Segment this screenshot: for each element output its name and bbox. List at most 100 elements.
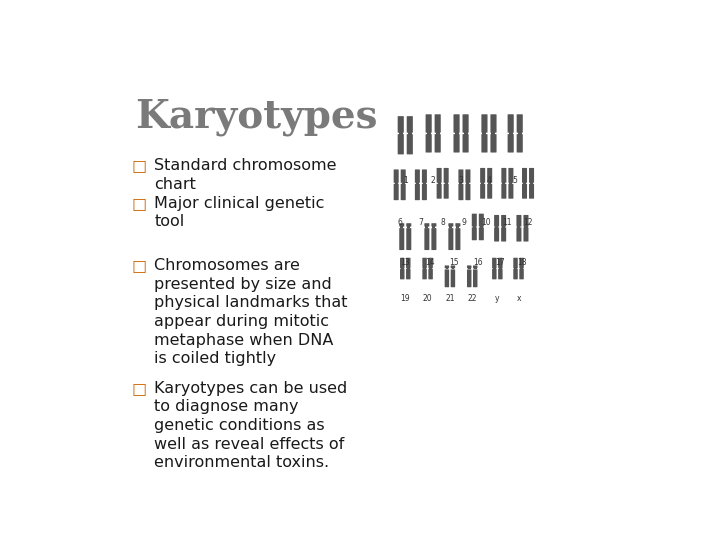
Bar bbox=[481, 183, 485, 184]
FancyBboxPatch shape bbox=[426, 134, 432, 152]
FancyBboxPatch shape bbox=[501, 227, 506, 241]
Bar bbox=[459, 183, 462, 184]
Bar bbox=[524, 226, 528, 228]
FancyBboxPatch shape bbox=[454, 134, 459, 152]
Text: 21: 21 bbox=[445, 294, 454, 303]
FancyBboxPatch shape bbox=[406, 258, 410, 268]
Bar bbox=[468, 268, 471, 269]
Bar bbox=[426, 226, 428, 228]
FancyBboxPatch shape bbox=[516, 215, 521, 227]
Text: Major clinical genetic
tool: Major clinical genetic tool bbox=[154, 196, 325, 229]
FancyBboxPatch shape bbox=[459, 184, 464, 200]
Bar bbox=[423, 183, 426, 184]
FancyBboxPatch shape bbox=[472, 227, 477, 240]
FancyBboxPatch shape bbox=[406, 223, 411, 227]
FancyBboxPatch shape bbox=[462, 114, 469, 133]
Bar bbox=[503, 183, 505, 184]
FancyBboxPatch shape bbox=[436, 184, 441, 199]
FancyBboxPatch shape bbox=[513, 269, 518, 279]
FancyBboxPatch shape bbox=[519, 269, 523, 279]
FancyBboxPatch shape bbox=[400, 223, 404, 227]
Text: □: □ bbox=[132, 196, 147, 211]
FancyBboxPatch shape bbox=[455, 223, 460, 227]
FancyBboxPatch shape bbox=[400, 228, 404, 250]
FancyBboxPatch shape bbox=[508, 168, 513, 183]
FancyBboxPatch shape bbox=[523, 227, 528, 241]
Bar bbox=[456, 226, 459, 228]
Bar bbox=[514, 268, 517, 269]
Bar bbox=[523, 183, 526, 184]
FancyBboxPatch shape bbox=[423, 258, 427, 268]
Bar bbox=[399, 132, 402, 134]
FancyBboxPatch shape bbox=[501, 215, 506, 227]
Text: 1: 1 bbox=[403, 176, 408, 185]
FancyBboxPatch shape bbox=[394, 184, 399, 200]
FancyBboxPatch shape bbox=[397, 116, 404, 133]
Text: 2: 2 bbox=[431, 176, 436, 185]
Text: 12: 12 bbox=[523, 218, 533, 227]
FancyBboxPatch shape bbox=[473, 266, 477, 268]
Text: 20: 20 bbox=[423, 294, 433, 303]
FancyBboxPatch shape bbox=[480, 184, 485, 199]
FancyBboxPatch shape bbox=[406, 269, 410, 279]
Bar bbox=[480, 226, 483, 228]
Bar bbox=[427, 132, 431, 134]
FancyBboxPatch shape bbox=[508, 134, 514, 152]
FancyBboxPatch shape bbox=[465, 184, 470, 200]
FancyBboxPatch shape bbox=[490, 134, 497, 152]
Text: y: y bbox=[495, 294, 500, 303]
Bar bbox=[436, 132, 440, 134]
FancyBboxPatch shape bbox=[401, 184, 405, 200]
FancyBboxPatch shape bbox=[428, 258, 433, 268]
Text: □: □ bbox=[132, 258, 147, 273]
FancyBboxPatch shape bbox=[501, 168, 506, 183]
FancyBboxPatch shape bbox=[522, 184, 527, 199]
FancyBboxPatch shape bbox=[431, 228, 436, 250]
FancyBboxPatch shape bbox=[79, 57, 660, 489]
Text: Karyotypes: Karyotypes bbox=[135, 98, 377, 136]
FancyBboxPatch shape bbox=[465, 170, 470, 183]
FancyBboxPatch shape bbox=[462, 134, 469, 152]
FancyBboxPatch shape bbox=[487, 168, 492, 183]
Bar bbox=[449, 226, 452, 228]
FancyBboxPatch shape bbox=[415, 184, 420, 200]
Text: 3: 3 bbox=[459, 176, 464, 185]
Bar bbox=[518, 226, 521, 228]
Bar bbox=[509, 183, 513, 184]
FancyBboxPatch shape bbox=[459, 170, 464, 183]
Text: 15: 15 bbox=[449, 258, 459, 267]
FancyBboxPatch shape bbox=[498, 269, 503, 279]
FancyBboxPatch shape bbox=[519, 258, 523, 268]
Bar bbox=[401, 268, 404, 269]
FancyBboxPatch shape bbox=[400, 269, 405, 279]
Bar bbox=[464, 132, 467, 134]
Text: 10: 10 bbox=[482, 218, 491, 227]
FancyBboxPatch shape bbox=[444, 184, 449, 199]
FancyBboxPatch shape bbox=[445, 269, 449, 287]
FancyBboxPatch shape bbox=[498, 258, 503, 268]
FancyBboxPatch shape bbox=[472, 214, 477, 227]
Text: □: □ bbox=[132, 158, 147, 173]
FancyBboxPatch shape bbox=[487, 184, 492, 199]
FancyBboxPatch shape bbox=[455, 228, 460, 250]
Text: 16: 16 bbox=[473, 258, 482, 267]
FancyBboxPatch shape bbox=[467, 266, 472, 268]
Bar bbox=[521, 268, 523, 269]
FancyBboxPatch shape bbox=[479, 227, 484, 240]
FancyBboxPatch shape bbox=[431, 223, 436, 227]
Text: 6: 6 bbox=[397, 218, 402, 227]
Bar bbox=[423, 268, 426, 269]
FancyBboxPatch shape bbox=[435, 134, 441, 152]
FancyBboxPatch shape bbox=[501, 184, 506, 199]
FancyBboxPatch shape bbox=[529, 168, 534, 183]
FancyBboxPatch shape bbox=[479, 214, 484, 227]
FancyBboxPatch shape bbox=[490, 114, 497, 133]
FancyBboxPatch shape bbox=[508, 114, 514, 133]
Text: x: x bbox=[516, 294, 521, 303]
FancyBboxPatch shape bbox=[449, 228, 454, 250]
FancyBboxPatch shape bbox=[426, 114, 432, 133]
Text: 4: 4 bbox=[487, 176, 492, 185]
Bar bbox=[402, 183, 405, 184]
Text: 17: 17 bbox=[495, 258, 505, 267]
Bar bbox=[508, 132, 513, 134]
